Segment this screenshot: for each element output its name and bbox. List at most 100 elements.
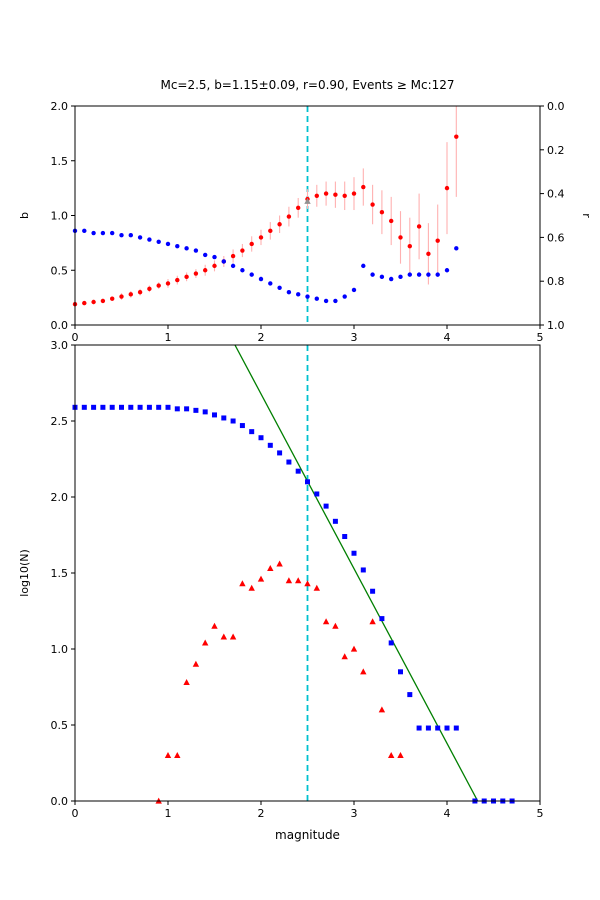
data-point <box>156 404 162 410</box>
data-point <box>341 653 348 660</box>
data-point <box>277 285 282 290</box>
data-point <box>109 404 115 410</box>
data-point <box>454 134 459 139</box>
y-tick-label: 1.5 <box>51 567 69 580</box>
data-point <box>286 214 292 219</box>
data-point <box>230 263 236 269</box>
data-point <box>342 193 347 198</box>
x-tick-label: 3 <box>351 331 358 344</box>
data-point <box>369 618 376 625</box>
data-point <box>416 272 422 277</box>
y-tick-right-label: 0.4 <box>547 188 565 201</box>
data-point <box>146 404 152 410</box>
data-point <box>81 404 87 410</box>
data-point <box>212 254 217 260</box>
data-point <box>407 692 413 698</box>
data-point <box>276 560 283 567</box>
data-point <box>202 639 209 646</box>
data-point <box>229 633 237 640</box>
data-point <box>258 435 264 441</box>
data-point <box>285 577 293 584</box>
data-point <box>175 243 180 249</box>
x-tick-label: 4 <box>444 331 451 344</box>
data-point <box>203 252 208 258</box>
x-tick-label: 2 <box>258 807 265 820</box>
data-point <box>239 423 245 429</box>
data-point <box>314 296 319 301</box>
data-point <box>193 271 199 276</box>
data-point <box>314 491 320 497</box>
data-point <box>389 218 394 224</box>
data-point <box>398 235 403 240</box>
data-point <box>240 248 245 253</box>
data-point <box>388 752 395 758</box>
data-point <box>147 286 152 292</box>
data-point <box>175 277 180 283</box>
y-tick-label: 2.0 <box>51 100 69 113</box>
data-point <box>164 752 172 758</box>
data-point <box>174 406 180 412</box>
data-point <box>314 193 319 198</box>
data-point <box>184 274 189 280</box>
data-point <box>165 404 171 410</box>
data-point <box>313 584 320 591</box>
data-point <box>202 409 208 415</box>
data-point <box>174 752 181 758</box>
data-point <box>333 298 338 304</box>
b-value-errorbars <box>75 106 457 307</box>
data-point <box>128 233 133 238</box>
data-point <box>128 404 134 410</box>
gr-fit-line <box>234 345 479 801</box>
x-tick-label: 1 <box>165 807 172 820</box>
data-point <box>183 679 190 686</box>
data-point <box>184 246 189 251</box>
data-point <box>295 468 301 474</box>
x-tick-label: 2 <box>258 331 265 344</box>
data-point <box>379 616 385 622</box>
data-point <box>398 669 403 675</box>
data-point <box>435 725 441 731</box>
y-tick-label: 1.5 <box>51 155 69 168</box>
data-point <box>350 645 358 652</box>
data-point <box>249 272 254 277</box>
right-axis-label: r <box>580 213 593 218</box>
data-point <box>268 228 273 234</box>
data-point <box>305 479 310 485</box>
data-point <box>267 565 274 572</box>
data-point <box>268 281 273 286</box>
data-point <box>277 450 283 456</box>
data-point <box>332 622 339 629</box>
data-point <box>137 289 143 295</box>
data-point <box>119 233 124 238</box>
x-tick-label: 3 <box>351 807 358 820</box>
y-tick-label: 1.0 <box>51 643 69 656</box>
y-tick-label: 0.5 <box>51 719 69 732</box>
data-point <box>416 224 422 229</box>
data-point <box>257 575 265 582</box>
y-tick-right-label: 0.8 <box>547 275 565 288</box>
data-point <box>333 192 338 197</box>
data-point <box>286 289 292 295</box>
data-point <box>221 259 226 264</box>
data-point <box>407 272 412 277</box>
data-point <box>184 406 190 412</box>
data-point <box>267 442 273 448</box>
data-point <box>100 230 106 236</box>
y-tick-label: 3.0 <box>51 339 69 352</box>
data-point <box>119 404 124 410</box>
data-point <box>156 239 161 244</box>
data-point <box>426 251 431 257</box>
data-point <box>295 577 302 584</box>
data-point <box>397 752 404 758</box>
data-point <box>426 272 431 277</box>
y-tick-right-label: 1.0 <box>547 319 565 332</box>
x-tick-label: 4 <box>444 807 451 820</box>
data-point <box>444 268 450 273</box>
data-point <box>296 292 301 297</box>
data-point <box>332 518 338 524</box>
data-point <box>407 243 412 249</box>
data-point <box>370 202 375 207</box>
data-point <box>137 235 143 240</box>
data-point <box>435 238 440 243</box>
data-point <box>361 184 366 190</box>
